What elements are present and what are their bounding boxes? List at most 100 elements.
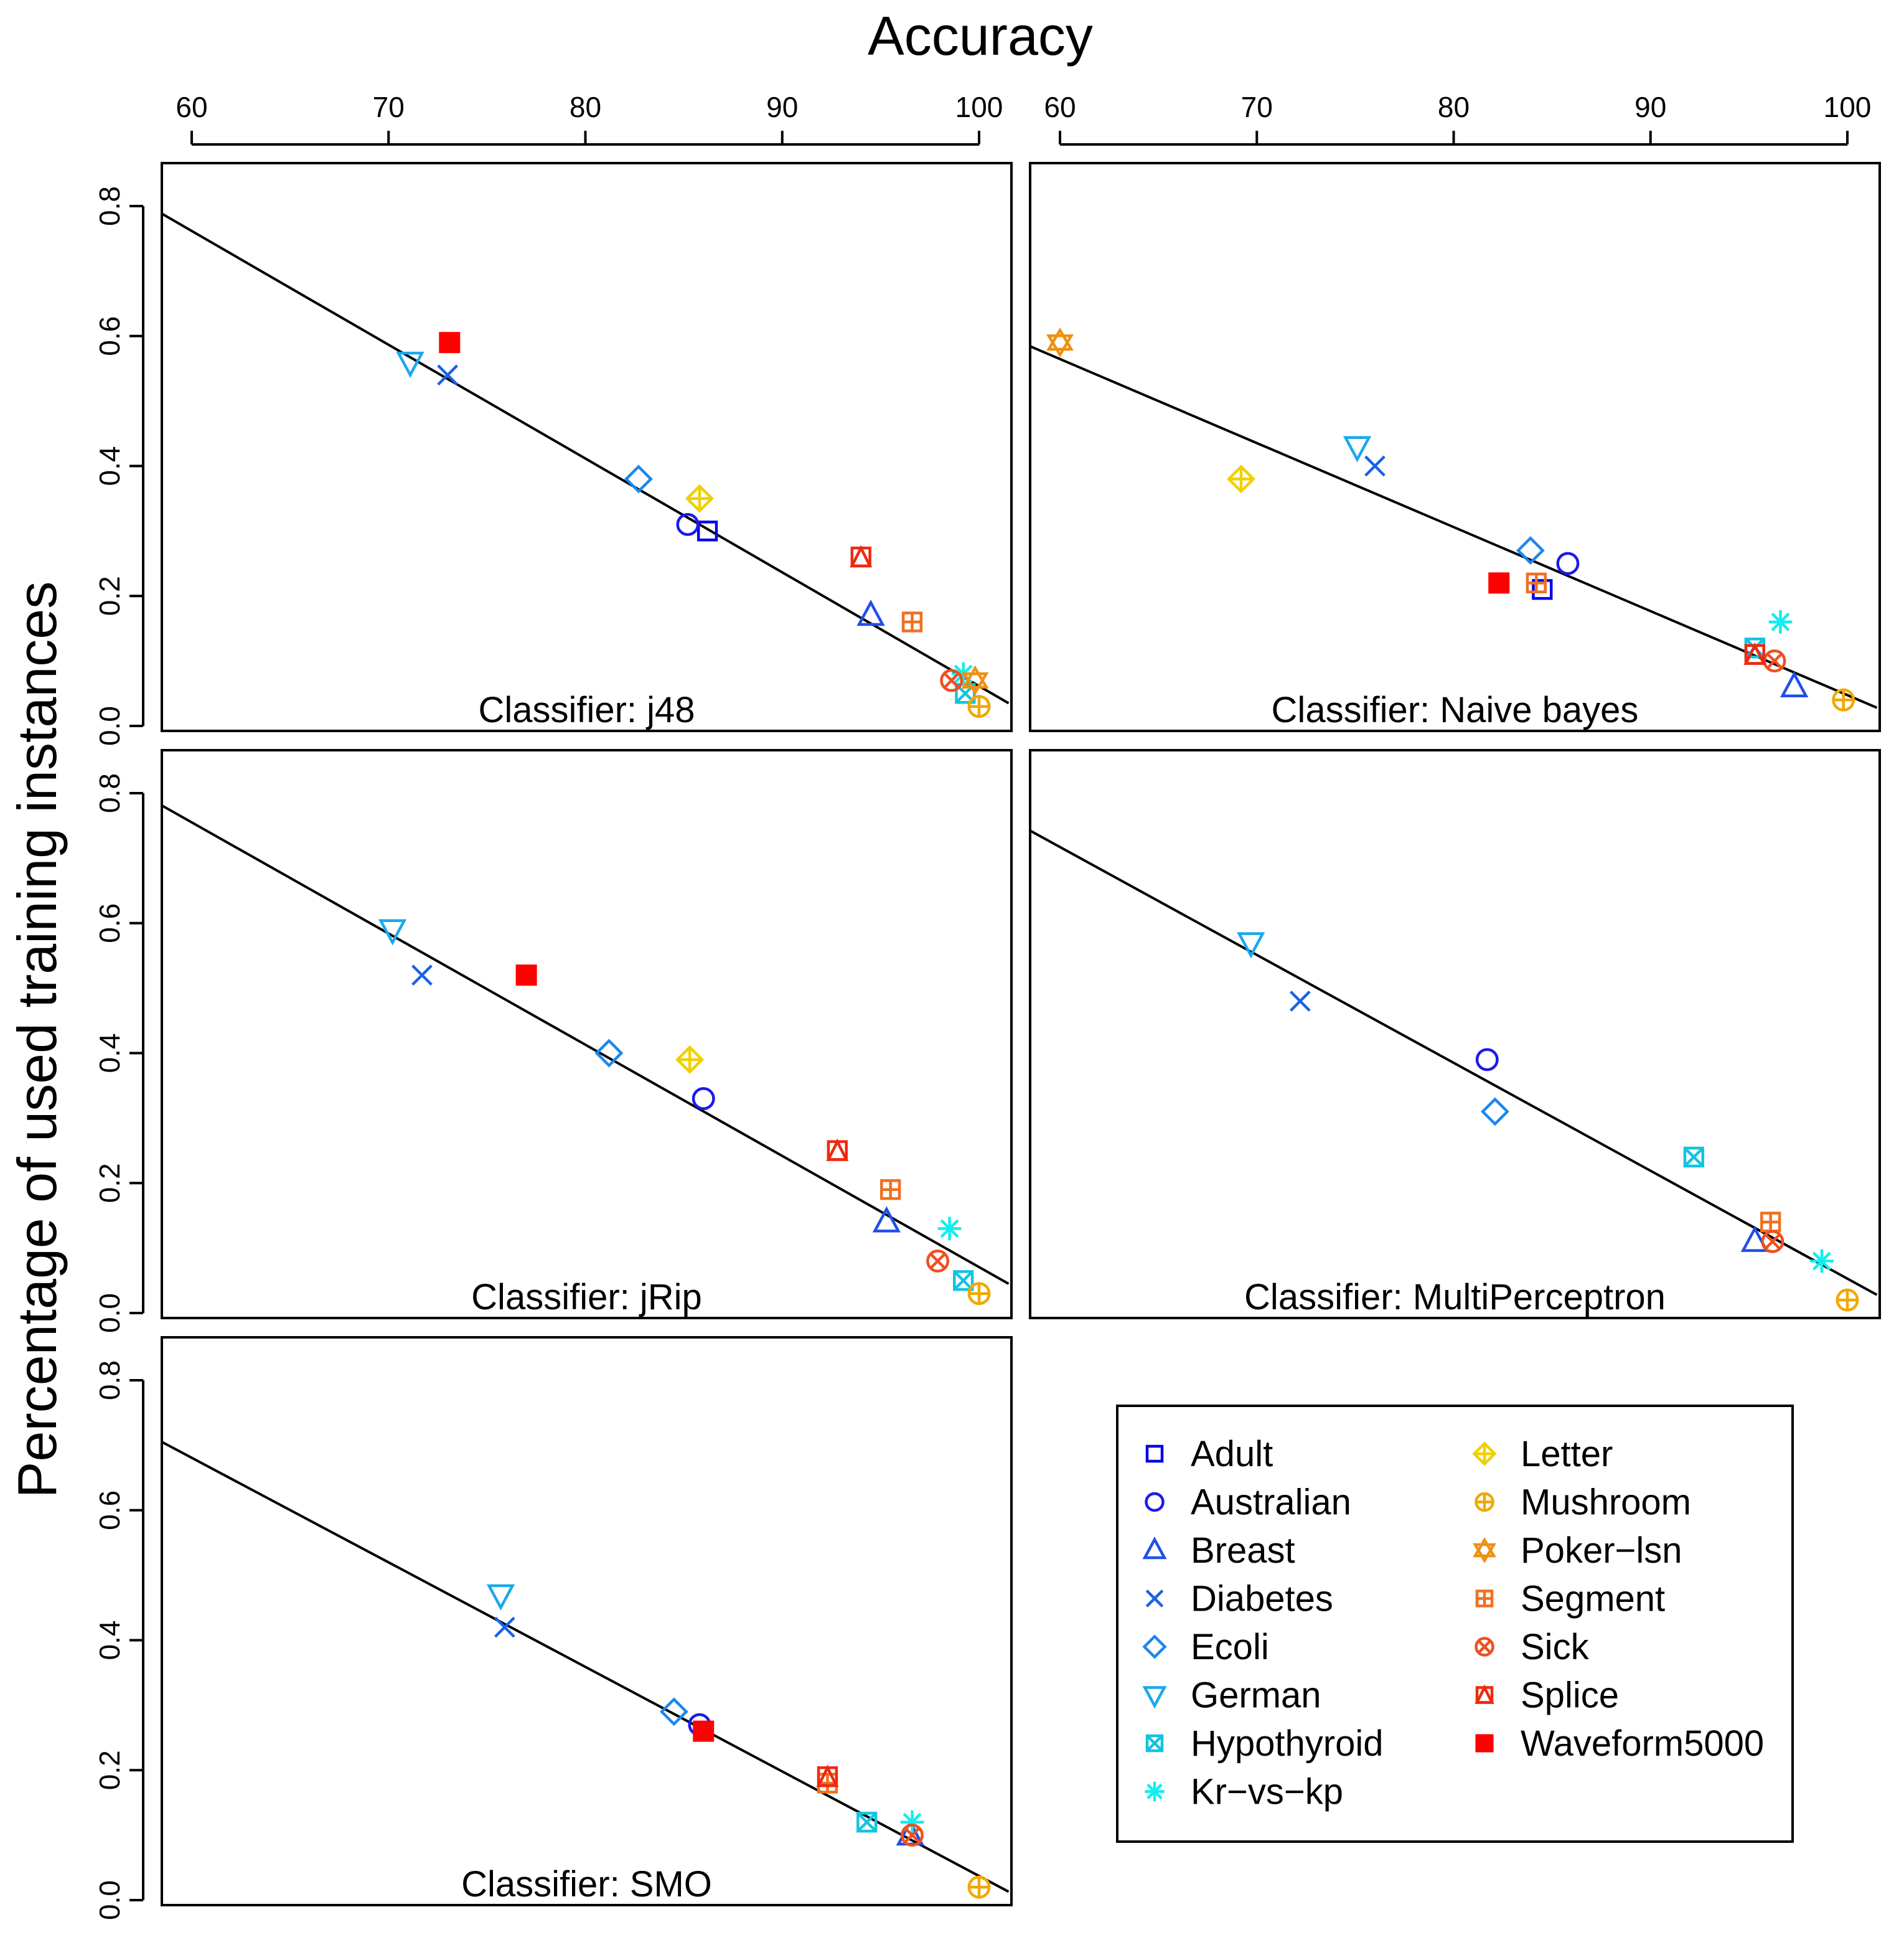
panel-label: Classifier: MultiPerceptron <box>1244 1277 1666 1317</box>
legend-item-breast: Breast <box>1142 1530 1295 1571</box>
legend-item-adult: Adult <box>1145 1434 1273 1474</box>
data-point-mushroom <box>1836 1288 1859 1312</box>
data-point-german <box>396 351 424 378</box>
x-tick-label: 70 <box>373 91 405 123</box>
data-point-waveform5000 <box>1488 572 1510 594</box>
data-point-australian <box>692 1087 715 1111</box>
top-x-axis-1: 60 70 80 90 100 <box>176 91 1003 146</box>
data-point-waveform5000 <box>439 332 461 354</box>
y-tick-label: 0.6 <box>93 903 126 943</box>
panel-label: Classifier: j48 <box>478 690 695 730</box>
data-point-sick <box>901 1824 924 1847</box>
legend-marker <box>1145 1781 1165 1802</box>
legend-marker <box>1475 1684 1494 1704</box>
data-point-breast <box>1740 1225 1770 1252</box>
chart-panels: 0.0 0.2 0.4 0.6 0.8 Classifier: j48 Classifier… <box>93 162 1881 1920</box>
data-point-poker-lsn <box>1046 327 1074 358</box>
y-axis: 0.0 0.2 0.4 0.6 0.8 <box>93 1360 144 1920</box>
data-point-kr-vs-kp <box>1768 610 1793 634</box>
panel-classifier-smo: 0.0 0.2 0.4 0.6 0.8 Classifier: SMO <box>93 1336 1013 1920</box>
y-tick-label: 0.2 <box>93 1750 126 1790</box>
data-point-australian <box>676 512 700 536</box>
legend-label: Diabetes <box>1191 1579 1333 1619</box>
panel-classifier-naive-bayes: Classifier: Naive bayes <box>1029 162 1881 732</box>
data-point-splice <box>816 1764 839 1787</box>
data-point-australian <box>1556 552 1580 575</box>
chart-title: Accuracy <box>868 5 1093 67</box>
data-point-australian <box>1475 1048 1499 1071</box>
data-point-ecoli <box>1480 1097 1509 1126</box>
panel-classifier-j48: 0.0 0.2 0.4 0.6 0.8 Classifier: j48 <box>93 162 1013 746</box>
data-point-ecoli <box>624 464 653 494</box>
data-point-kr-vs-kp <box>1809 1249 1834 1273</box>
data-point-sick <box>926 1250 950 1273</box>
y-axis: 0.0 0.2 0.4 0.6 0.8 <box>93 773 144 1333</box>
x-tick-label: 100 <box>1824 91 1872 123</box>
data-point-letter <box>1226 464 1255 494</box>
x-tick-label: 80 <box>570 91 601 123</box>
data-point-adult <box>1532 579 1553 600</box>
panel-frame <box>161 162 1013 732</box>
x-tick-label: 90 <box>766 91 798 123</box>
legend-label: Ecoli <box>1191 1627 1269 1667</box>
data-point-sick <box>1761 1230 1784 1253</box>
y-tick-label: 0.0 <box>93 1293 126 1333</box>
y-axis-label: Percentage of used training instances <box>6 581 68 1499</box>
y-tick-label: 0.4 <box>93 446 126 486</box>
legend-marker <box>1472 1441 1497 1466</box>
data-point-ecoli <box>1516 536 1545 565</box>
data-point-german <box>1237 932 1265 959</box>
y-tick-label: 0.4 <box>93 1033 126 1073</box>
data-point-letter <box>685 484 714 513</box>
legend-label: Segment <box>1521 1579 1665 1619</box>
panel-label: Classifier: SMO <box>461 1864 712 1904</box>
legend-marker <box>1145 1734 1164 1753</box>
legend-item-mushroom: Mushroom <box>1475 1482 1691 1523</box>
legend-item-diabetes: Diabetes <box>1145 1579 1333 1619</box>
fit-line <box>1030 829 1878 1296</box>
legend-marker <box>1142 1634 1167 1659</box>
panel-classifier-jrip: 0.0 0.2 0.4 0.6 0.8 Classifier: jRip <box>93 749 1013 1333</box>
legend-marker <box>1145 1589 1164 1608</box>
legend-frame <box>1116 1405 1794 1843</box>
y-tick-label: 0.0 <box>93 706 126 746</box>
legend-item-german: German <box>1142 1675 1321 1716</box>
data-point-adult <box>696 520 718 542</box>
data-point-mushroom <box>1832 688 1855 712</box>
data-point-waveform5000 <box>515 964 537 986</box>
data-point-waveform5000 <box>693 1720 715 1742</box>
data-point-mushroom <box>967 695 991 718</box>
fit-line <box>162 212 1010 705</box>
panel-label: Classifier: Naive bayes <box>1272 690 1639 730</box>
data-point-diabetes <box>1289 991 1311 1012</box>
legend-marker <box>1475 1734 1494 1753</box>
data-point-diabetes <box>1364 455 1386 477</box>
panel-frame <box>1029 749 1881 1319</box>
data-point-splice <box>1743 642 1766 665</box>
fit-line <box>162 804 1010 1285</box>
y-tick-label: 0.0 <box>93 1880 126 1920</box>
data-point-segment <box>1526 572 1547 594</box>
top-x-axes: 60 70 80 90 100 60 70 80 90 100 <box>176 91 1872 146</box>
data-point-german <box>486 1584 515 1611</box>
panel-label: Classifier: jRip <box>471 1277 702 1317</box>
y-tick-label: 0.8 <box>93 773 126 813</box>
data-point-breast <box>856 600 885 626</box>
legend-label: German <box>1191 1675 1321 1716</box>
legend-label: Breast <box>1191 1530 1295 1571</box>
data-point-splice <box>826 1138 849 1161</box>
data-point-poker-lsn <box>961 665 989 696</box>
legend-label: Sick <box>1521 1627 1590 1667</box>
panel-frame <box>161 1336 1013 1906</box>
data-point-ecoli <box>594 1038 624 1068</box>
data-point-hypothyroid <box>1683 1146 1704 1168</box>
data-point-breast <box>1780 671 1809 698</box>
y-tick-label: 0.2 <box>93 576 126 616</box>
x-tick-label: 60 <box>176 91 207 123</box>
y-tick-label: 0.8 <box>93 186 126 226</box>
legend-marker <box>1142 1686 1167 1709</box>
y-tick-label: 0.8 <box>93 1360 126 1400</box>
legend-item-poker-lsn: Poker−lsn <box>1473 1530 1682 1571</box>
legend-label: Letter <box>1521 1434 1613 1474</box>
legend-item-kr-vs-kp: Kr−vs−kp <box>1145 1772 1343 1812</box>
